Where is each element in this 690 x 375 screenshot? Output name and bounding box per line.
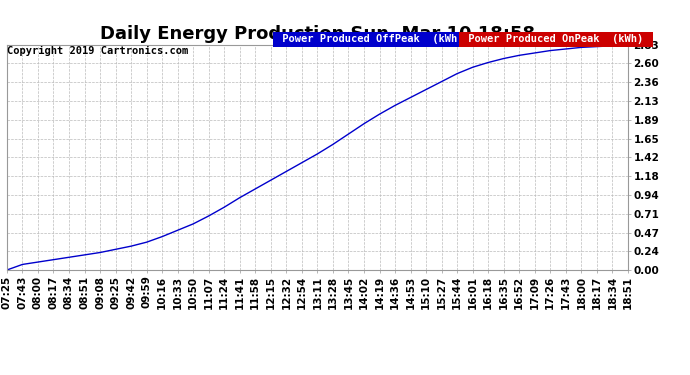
Text: Power Produced OffPeak  (kWh): Power Produced OffPeak (kWh) xyxy=(276,34,470,44)
Text: Power Produced OnPeak  (kWh): Power Produced OnPeak (kWh) xyxy=(462,34,650,44)
Title: Daily Energy Production Sun  Mar 10 18:58: Daily Energy Production Sun Mar 10 18:58 xyxy=(100,26,535,44)
Text: Copyright 2019 Cartronics.com: Copyright 2019 Cartronics.com xyxy=(7,46,188,56)
